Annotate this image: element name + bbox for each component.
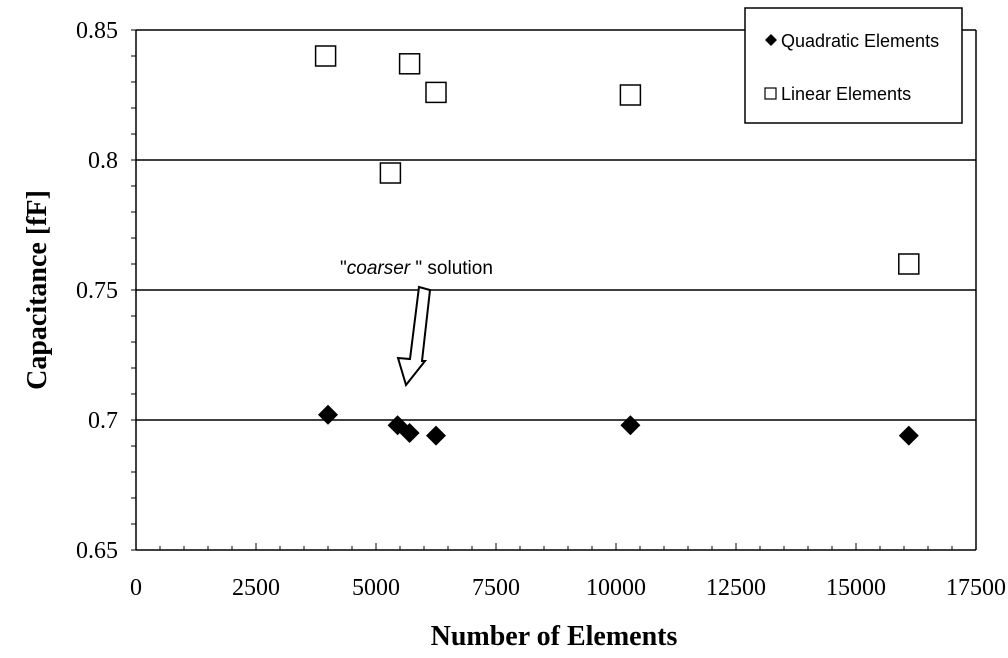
annotation-italic-word: coarser: [347, 258, 411, 279]
x-tick-label: 12500: [706, 575, 766, 601]
x-tick-label: 0: [130, 575, 142, 601]
x-axis-title: Number of Elements: [431, 621, 678, 652]
y-tick-label: 0.8: [88, 148, 118, 174]
legend-label-quadratic: Quadratic Elements: [781, 31, 939, 51]
y-tick-label: 0.65: [76, 538, 118, 564]
x-tick-label: 2500: [232, 575, 280, 601]
x-tick-label: 15000: [826, 575, 886, 601]
legend-item-linear: Linear Elements: [764, 84, 911, 104]
point-linear-5: [898, 253, 920, 275]
y-tick-labels: 0.85 0.8 0.75 0.7 0.65: [76, 18, 118, 564]
point-linear-1: [379, 162, 402, 184]
point-quadratic-2: [399, 423, 420, 443]
legend-diamond-icon: [765, 34, 777, 46]
point-linear-2: [398, 53, 421, 75]
annotation-quote-open: ": [340, 258, 347, 279]
y-tick-label: 0.75: [76, 278, 118, 304]
point-quadratic-5: [898, 425, 919, 446]
point-linear-4: [619, 84, 642, 106]
x-tick-label: 17500: [946, 575, 1006, 601]
x-tick-label: 5000: [352, 575, 400, 601]
data-points: [314, 45, 920, 446]
legend-square-icon: [764, 87, 777, 100]
y-tick-label: 0.85: [76, 18, 118, 44]
point-linear-0: [314, 45, 337, 67]
annotation-rest: " solution: [410, 258, 493, 279]
legend-item-quadratic: Quadratic Elements: [765, 31, 939, 51]
point-quadratic-3: [426, 425, 446, 446]
axes: [131, 29, 977, 551]
point-quadratic-0: [318, 404, 338, 425]
coarser-solution-annotation: "coarser " solution: [340, 258, 493, 388]
annotation-text: "coarser " solution: [340, 258, 493, 279]
legend-label-linear: Linear Elements: [781, 84, 911, 104]
y-axis-title: Capacitance [fF]: [22, 190, 53, 390]
x-tick-label: 10000: [586, 575, 646, 601]
legend: Quadratic Elements Linear Elements: [744, 7, 963, 124]
legend-box: [744, 7, 963, 124]
x-tick-label: 7500: [472, 575, 520, 601]
annotation-arrow: [396, 285, 432, 388]
point-quadratic-4: [620, 415, 641, 436]
y-tick-label: 0.7: [88, 408, 118, 434]
point-linear-3: [425, 81, 447, 104]
x-tick-labels: 0 2500 5000 7500 10000 12500 15000 17500: [130, 575, 1006, 601]
